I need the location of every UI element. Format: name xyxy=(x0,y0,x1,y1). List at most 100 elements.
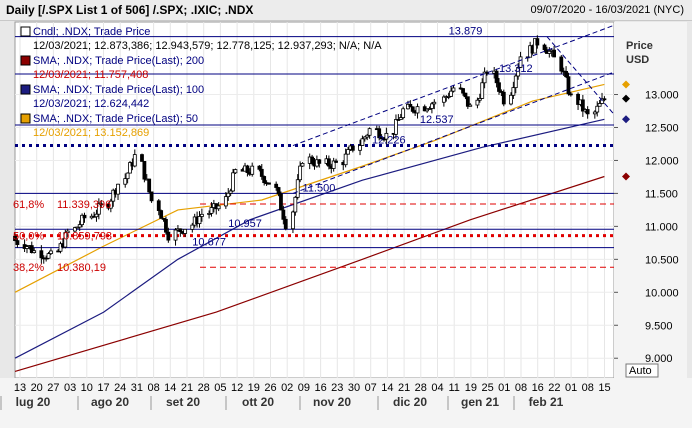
sma-line xyxy=(14,118,605,359)
candle-body xyxy=(497,82,501,92)
candle-body xyxy=(125,172,130,180)
candle-body xyxy=(425,108,430,112)
candle-body xyxy=(379,137,384,140)
y-tick-label: 12.000 xyxy=(645,155,679,167)
candle-body xyxy=(367,128,372,136)
candle-body xyxy=(465,96,470,107)
candle-body xyxy=(482,71,487,84)
candle-body xyxy=(592,111,597,115)
candle-body xyxy=(358,145,362,151)
title-bar: Daily [/.SPX List 1 of 506] /.SPX; .IXIC… xyxy=(0,0,692,21)
x-tick-label: 28 xyxy=(198,382,210,394)
y-tick-label: 11.500 xyxy=(645,188,678,200)
candle-body xyxy=(291,211,295,230)
candle-body xyxy=(161,218,166,220)
candle-body xyxy=(77,224,82,228)
y-tick-label: 13.000 xyxy=(645,90,679,102)
candle-body xyxy=(116,183,120,195)
candle-body xyxy=(216,205,221,210)
x-tick-label: 21 xyxy=(398,382,410,394)
candle-body xyxy=(566,76,571,95)
candle-body xyxy=(159,210,164,219)
candle-body xyxy=(346,149,350,155)
y-tick-label: 9.500 xyxy=(645,320,673,332)
y-tick-label: 11.000 xyxy=(645,221,678,233)
legend-values: 12/03/2021; 12.624,442 xyxy=(33,98,149,110)
x-tick-label: 31 xyxy=(131,382,143,394)
candle-body xyxy=(132,154,137,167)
candle-body xyxy=(142,161,147,180)
candle-body xyxy=(128,162,132,174)
x-tick-label: 16 xyxy=(532,382,544,394)
candle-body xyxy=(39,250,44,259)
price-marker xyxy=(622,172,630,181)
candle-body xyxy=(149,191,154,202)
x-tick-label: 01 xyxy=(565,382,577,394)
auto-scale-button[interactable] xyxy=(625,363,659,378)
candle-body xyxy=(15,240,20,245)
candle-body xyxy=(430,103,434,109)
candle-body xyxy=(552,49,556,58)
x-tick-label: 26 xyxy=(264,382,276,394)
x-tick-label: 15 xyxy=(598,382,610,394)
candle-body xyxy=(511,87,516,96)
y-tick-label: 10.500 xyxy=(645,254,679,266)
candle-body xyxy=(427,108,432,110)
candle-body xyxy=(75,226,80,229)
candle-body xyxy=(295,179,300,198)
x-month-label: dic 20 xyxy=(393,395,427,409)
candle-body xyxy=(475,99,480,106)
level-label: 10.957 xyxy=(228,218,262,230)
legend-values: 12/03/2021; 11.757,408 xyxy=(33,69,148,81)
candle-body xyxy=(317,159,322,164)
date-range: 09/07/2020 - 16/03/2021 (NYC) xyxy=(530,4,685,16)
candle-body xyxy=(293,196,298,213)
candle-body xyxy=(99,203,104,206)
candle-body xyxy=(334,160,338,163)
candle-body xyxy=(542,44,547,51)
candle-body xyxy=(401,108,406,119)
x-month-label: gen 21 xyxy=(461,395,499,409)
x-month-label: set 20 xyxy=(166,395,200,409)
x-tick-label: 12 xyxy=(231,382,243,394)
legend-swatch xyxy=(20,26,31,37)
candle-body xyxy=(228,190,233,194)
x-tick-label: 05 xyxy=(214,382,226,394)
candle-body xyxy=(111,189,116,202)
x-tick-label: 24 xyxy=(114,382,126,394)
candle-body xyxy=(58,243,63,252)
price-marker xyxy=(622,80,630,89)
candle-body xyxy=(362,136,367,140)
candle-body xyxy=(394,119,398,135)
x-tick-label: 08 xyxy=(515,382,527,394)
time-axis-area xyxy=(0,378,692,428)
level-label: 13.312 xyxy=(499,63,533,75)
x-tick-label: 28 xyxy=(415,382,427,394)
candle-body xyxy=(96,203,101,215)
legend-swatch xyxy=(20,113,31,124)
candle-body xyxy=(281,209,286,220)
candle-body xyxy=(494,70,499,84)
price-marker xyxy=(622,94,630,103)
candle-body xyxy=(398,117,403,120)
candle-body xyxy=(564,71,568,78)
candle-body xyxy=(310,156,315,164)
candle-body xyxy=(480,82,485,99)
candle-body xyxy=(298,165,303,181)
fib-percent-label: 38,2% xyxy=(13,262,44,274)
candle-body xyxy=(147,178,152,193)
candle-body xyxy=(190,224,195,230)
x-tick-label: 14 xyxy=(381,382,393,394)
candle-body xyxy=(559,56,564,72)
legend-swatch xyxy=(20,55,31,66)
x-month-label: feb 21 xyxy=(529,395,564,409)
x-tick-label: 08 xyxy=(582,382,594,394)
candle-body xyxy=(477,98,482,101)
sma-line xyxy=(14,83,605,293)
x-month-label: lug 20 xyxy=(16,395,51,409)
candle-body xyxy=(580,99,585,112)
x-month-label: ott 20 xyxy=(242,395,274,409)
candle-body xyxy=(377,128,382,139)
x-tick-label: 27 xyxy=(47,382,59,394)
